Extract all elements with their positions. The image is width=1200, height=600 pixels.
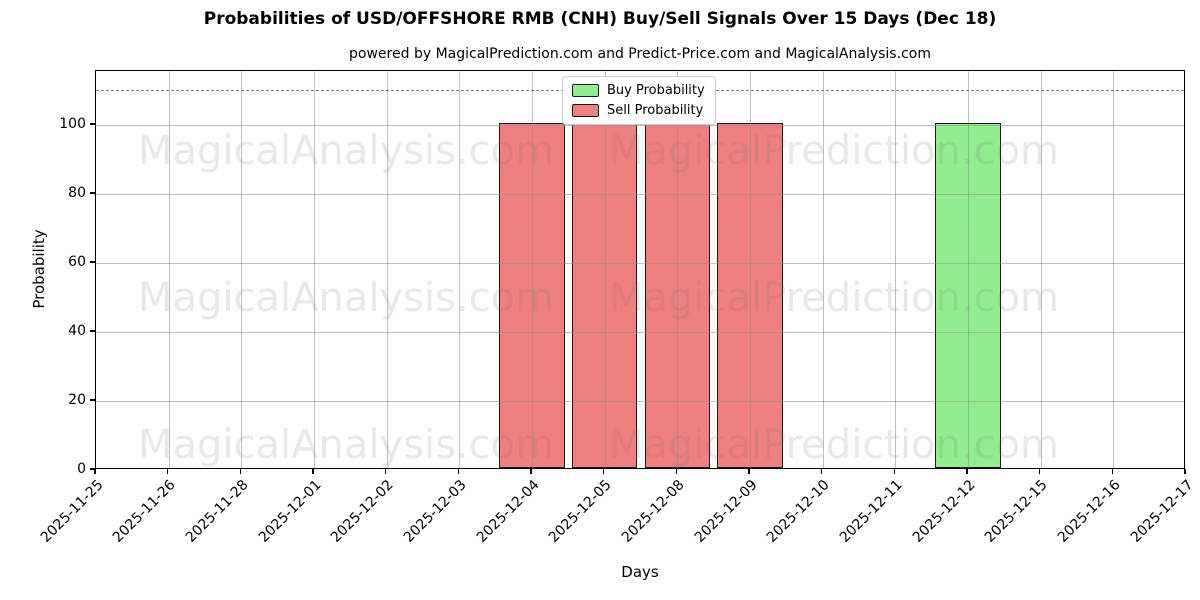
watermark-text: MagicalPrediction.com: [609, 422, 1059, 468]
bar-sell-2025-12-09: [717, 122, 783, 468]
legend-label-sell: Sell Probability: [607, 103, 704, 118]
gridline-v-2025-12-12: [968, 71, 969, 468]
x-tick-label-2025-12-05: 2025-12-05: [546, 477, 615, 546]
y-tick-label-0: 0: [77, 461, 86, 477]
y-tick: [89, 468, 95, 470]
x-tick: [748, 469, 750, 474]
y-tick-label-20: 20: [68, 391, 86, 408]
gridline-h-40: [96, 331, 1184, 333]
gridline-v-2025-12-08: [677, 71, 679, 468]
y-tick: [89, 399, 95, 401]
x-tick-label-2025-12-16: 2025-12-16: [1054, 477, 1124, 546]
bar-buy-2025-12-12: [935, 122, 1001, 468]
x-tick-label-2025-12-09: 2025-12-09: [691, 477, 761, 546]
chart-subtitle: powered by MagicalPrediction.com and Pre…: [349, 46, 931, 62]
sell-color-swatch-icon: [572, 104, 599, 117]
y-tick: [89, 330, 95, 332]
gridline-h-20: [96, 400, 1184, 402]
gridline-v-2025-12-03: [459, 71, 461, 468]
x-tick-label-2025-12-17: 2025-12-17: [1127, 477, 1197, 546]
x-tick: [966, 469, 968, 474]
x-axis-label: Days: [621, 563, 659, 581]
x-tick-label-2025-12-04: 2025-12-04: [473, 477, 543, 546]
y-tick: [89, 123, 95, 125]
watermark-text: MagicalPrediction.com: [609, 128, 1059, 174]
x-tick: [384, 469, 387, 474]
x-tick-label-2025-12-10: 2025-12-10: [764, 477, 833, 546]
x-tick-label-2025-12-08: 2025-12-08: [618, 477, 688, 546]
x-tick: [239, 469, 242, 474]
gridline-v-2025-12-02: [386, 71, 388, 468]
x-tick-label-2025-12-03: 2025-12-03: [400, 477, 470, 546]
x-tick-label-2025-11-28: 2025-11-28: [182, 477, 252, 546]
gridline-v-2025-12-10: [822, 71, 824, 468]
legend-entry-sell: Sell Probability: [572, 103, 705, 118]
y-tick-label-60: 60: [68, 253, 86, 270]
y-tick: [89, 261, 95, 263]
gridline-h-80: [96, 193, 1184, 195]
gridline-h-60: [96, 262, 1184, 264]
watermark-text: MagicalAnalysis.com: [137, 275, 555, 321]
gridline-h-100: [96, 124, 1184, 126]
chart-title: Probabilities of USD/OFFSHORE RMB (CNH) …: [203, 9, 997, 29]
gridline-v-2025-12-11: [895, 71, 897, 468]
watermark-text: MagicalAnalysis.com: [137, 422, 555, 468]
x-tick: [312, 469, 314, 474]
gridline-v-2025-12-16: [1113, 71, 1115, 468]
x-tick: [166, 469, 169, 474]
y-tick-label-80: 80: [68, 184, 86, 201]
gridline-v-2025-12-01: [314, 71, 315, 468]
y-tick: [89, 192, 95, 194]
x-tick: [820, 469, 823, 474]
watermark-text: MagicalPrediction.com: [609, 275, 1059, 321]
buy-color-swatch-icon: [572, 84, 599, 97]
legend-label-buy: Buy Probability: [607, 83, 705, 98]
y-tick-label-100: 100: [59, 115, 86, 132]
x-tick: [457, 469, 460, 474]
x-tick-label-2025-11-26: 2025-11-26: [110, 477, 179, 546]
gridline-v-2025-12-09: [750, 71, 751, 468]
x-tick-label-2025-12-12: 2025-12-12: [909, 477, 979, 546]
x-tick: [530, 469, 532, 474]
x-tick-label-2025-12-11: 2025-12-11: [836, 477, 906, 546]
x-tick-label-2025-11-25: 2025-11-25: [37, 477, 107, 546]
x-tick: [94, 469, 96, 474]
bar-sell-2025-12-04: [499, 122, 565, 468]
y-tick-label-40: 40: [68, 322, 86, 339]
legend-entry-buy: Buy Probability: [572, 83, 705, 98]
x-tick: [1184, 469, 1186, 474]
gridline-v-2025-11-26: [168, 71, 170, 468]
x-tick-label-2025-12-15: 2025-12-15: [982, 477, 1051, 546]
gridline-v-2025-12-04: [532, 71, 533, 468]
x-tick: [1038, 469, 1041, 474]
gridline-v-2025-11-28: [241, 71, 243, 468]
gridline-v-2025-12-05: [604, 71, 606, 468]
x-tick: [893, 469, 896, 474]
plot-area: MagicalAnalysis.com MagicalPrediction.com…: [95, 70, 1185, 469]
x-tick-label-2025-12-01: 2025-12-01: [255, 477, 325, 546]
bar-sell-2025-12-05: [571, 122, 638, 468]
bar-sell-2025-12-08: [644, 122, 711, 468]
x-tick: [602, 469, 605, 474]
gridline-v-2025-12-15: [1040, 71, 1042, 468]
legend: Buy Probability Sell Probability: [562, 76, 716, 125]
x-tick-label-2025-12-02: 2025-12-02: [328, 477, 397, 546]
x-tick: [675, 469, 678, 474]
watermark-text: MagicalAnalysis.com: [137, 128, 555, 174]
x-tick: [1111, 469, 1114, 474]
